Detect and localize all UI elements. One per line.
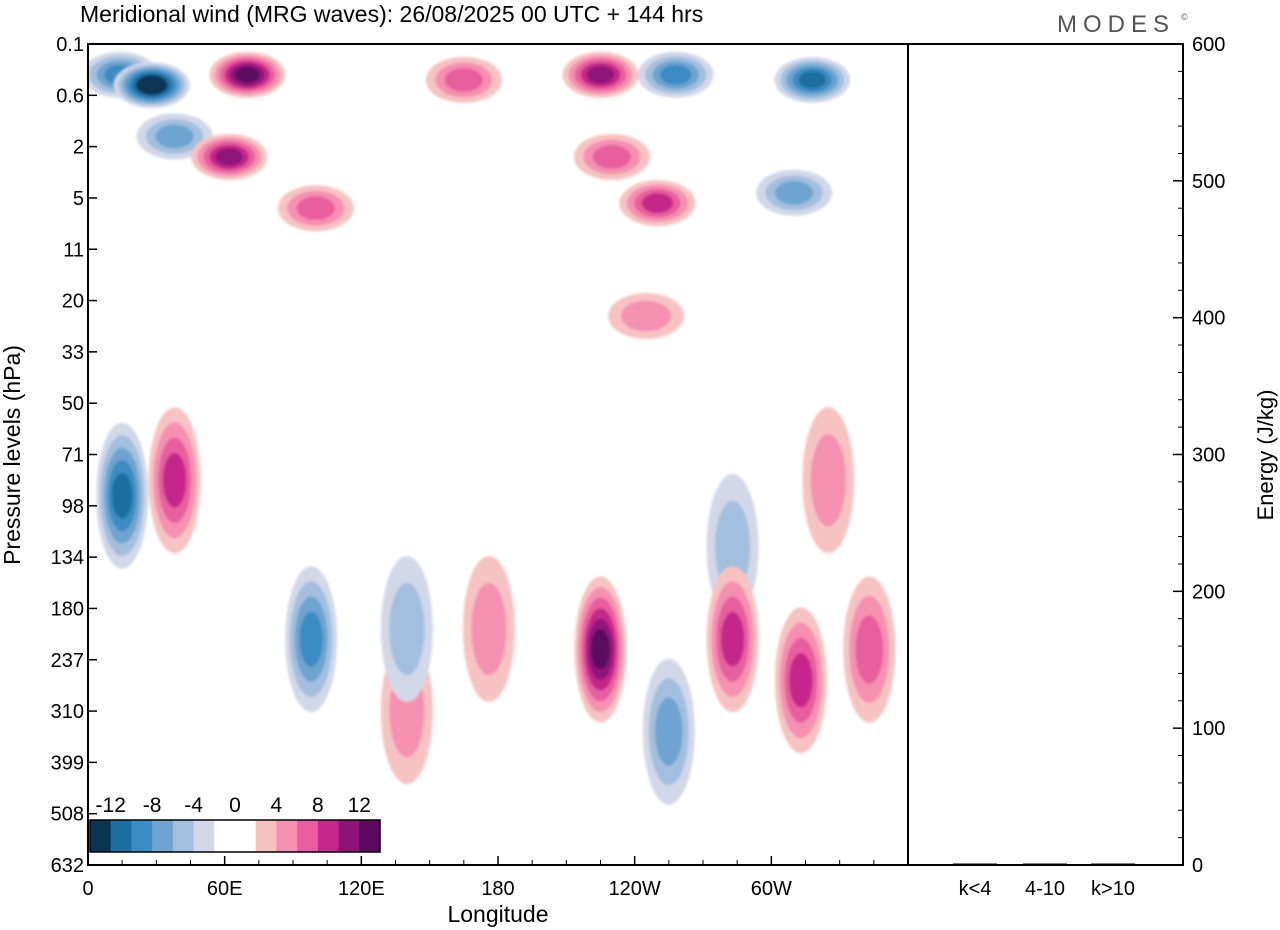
y-tick-label: 0.6 [56, 85, 84, 107]
y-tick-label: 508 [51, 804, 84, 826]
wind-anomaly-4-level-1 [621, 300, 671, 332]
colorbar-swatch [110, 820, 132, 852]
y-tick-label: 5 [73, 188, 84, 210]
wind-anomaly-11-level-2 [775, 180, 814, 205]
x-tick-label: 0 [82, 878, 93, 900]
colorbar: -12 -8 -4 0 4 8 12 [89, 794, 381, 853]
wind-field [88, 51, 896, 805]
colorbar-swatch [317, 820, 339, 852]
energy-category-label: k>10 [1091, 878, 1135, 900]
y-axis: 0.1 0.6 2 5 11 20 33 50 71 98 134 180 237 310 399 508 63… [51, 34, 97, 877]
energy-tick-label: 400 [1192, 308, 1225, 330]
colorbar-swatch [276, 820, 298, 852]
y-axis-label: Pressure levels (hPa) [0, 345, 25, 565]
y-tick-label: 50 [62, 393, 84, 415]
wind-anomaly-22-level-4 [111, 472, 133, 519]
wind-anomaly-14-level-3 [162, 452, 187, 508]
energy-bar-1 [1023, 863, 1067, 865]
energy-tick-label: 600 [1192, 34, 1225, 56]
energy-axis: 0 100 200 300 400 500 600 [1173, 34, 1225, 877]
brand-mark: © [1181, 12, 1188, 22]
energy-tick-label: 500 [1192, 171, 1225, 193]
y-tick-label: 2 [73, 137, 84, 159]
wind-anomaly-6-level-2 [592, 145, 632, 169]
wind-anomaly-8-level-2 [855, 615, 884, 684]
colorbar-swatch [214, 820, 236, 852]
energy-tick-label: 0 [1192, 855, 1203, 877]
wind-anomaly-24-level-5 [235, 67, 260, 83]
wind-anomaly-25-level-5 [591, 629, 610, 670]
colorbar-tick-label: 12 [348, 794, 371, 817]
energy-axis-label: Energy (J/kg) [1253, 390, 1278, 521]
colorbar-tick-label: -8 [143, 794, 162, 817]
wind-anomaly-12-level-2 [655, 697, 683, 766]
wind-anomaly-17-level-3 [641, 193, 674, 214]
colorbar-swatch [235, 820, 257, 852]
y-tick-label: 98 [62, 496, 84, 518]
colorbar-swatch [359, 820, 381, 852]
energy-panel-frame [907, 43, 1184, 866]
y-tick-label: 399 [51, 752, 84, 774]
energy-tick-label: 300 [1192, 445, 1225, 467]
x-tick-label: 120E [338, 878, 385, 900]
wind-anomaly-3-level-1 [810, 434, 846, 527]
energy-category-label: k<4 [959, 878, 992, 900]
wind-anomaly-23-level-4 [798, 71, 826, 89]
wind-anomaly-7-level-2 [296, 196, 335, 221]
y-tick-label: 0.1 [56, 34, 84, 56]
wind-anomaly-21-level-4 [215, 148, 243, 166]
wind-anomaly-18-level-3 [299, 611, 323, 667]
colorbar-swatch [152, 820, 174, 852]
x-axis: 0 60E 120E 180 120W 60W [82, 856, 875, 900]
wind-anomaly-10-level-2 [155, 124, 194, 149]
wind-anomaly-15-level-3 [789, 653, 813, 708]
x-axis-label: Longitude [447, 901, 548, 927]
wind-anomaly-1-level-1 [471, 582, 507, 676]
wind-anomaly-19-level-3 [720, 611, 745, 667]
wind-anomaly-13-level-3 [659, 64, 692, 85]
y-tick-label: 71 [62, 445, 84, 467]
energy-tick-label: 100 [1192, 718, 1225, 740]
y-tick-label: 20 [62, 291, 84, 313]
energy-bar-0 [953, 863, 997, 865]
colorbar-tick-label: 0 [229, 794, 241, 817]
x-tick-label: 60E [207, 878, 243, 900]
colorbar-swatch [297, 820, 319, 852]
colorbar-swatch [90, 820, 112, 852]
colorbar-tick-label: -12 [96, 794, 126, 817]
x-tick-label: 120W [609, 878, 661, 900]
y-tick-label: 33 [62, 342, 84, 364]
x-tick-label: 180 [481, 878, 514, 900]
colorbar-tick-label: 8 [312, 794, 324, 817]
colorbar-frame [89, 819, 381, 853]
wind-anomaly-5-level-1 [389, 582, 425, 676]
energy-bars: k<4 4-10 k>10 [953, 863, 1135, 900]
energy-category-label: 4-10 [1025, 878, 1065, 900]
colorbar-swatch [193, 820, 215, 852]
chart-title: Meridional wind (MRG waves): 26/08/2025 … [80, 1, 703, 27]
y-tick-label: 632 [51, 855, 84, 877]
wind-anomaly-9-level-2 [444, 68, 483, 92]
colorbar-tick-label: -4 [184, 794, 203, 817]
colorbar-swatch [131, 820, 153, 852]
colorbar-swatch [255, 820, 277, 852]
wind-anomaly-26-level-6 [140, 77, 163, 93]
energy-bar-2 [1091, 863, 1135, 865]
colorbar-swatch [172, 820, 194, 852]
y-tick-label: 11 [63, 239, 84, 261]
x-tick-label: 60W [751, 878, 792, 900]
wind-anomaly-20-level-4 [586, 66, 615, 84]
wind-anomaly-0-level-1 [715, 500, 751, 593]
colorbar-tick-label: 4 [271, 794, 283, 817]
y-tick-label: 237 [51, 650, 84, 672]
y-tick-label: 134 [51, 547, 84, 569]
colorbar-swatch [338, 820, 360, 852]
y-tick-label: 180 [51, 598, 84, 620]
y-tick-label: 310 [51, 701, 84, 723]
energy-tick-label: 200 [1192, 581, 1225, 603]
brand-logo: MODES [1057, 11, 1175, 38]
